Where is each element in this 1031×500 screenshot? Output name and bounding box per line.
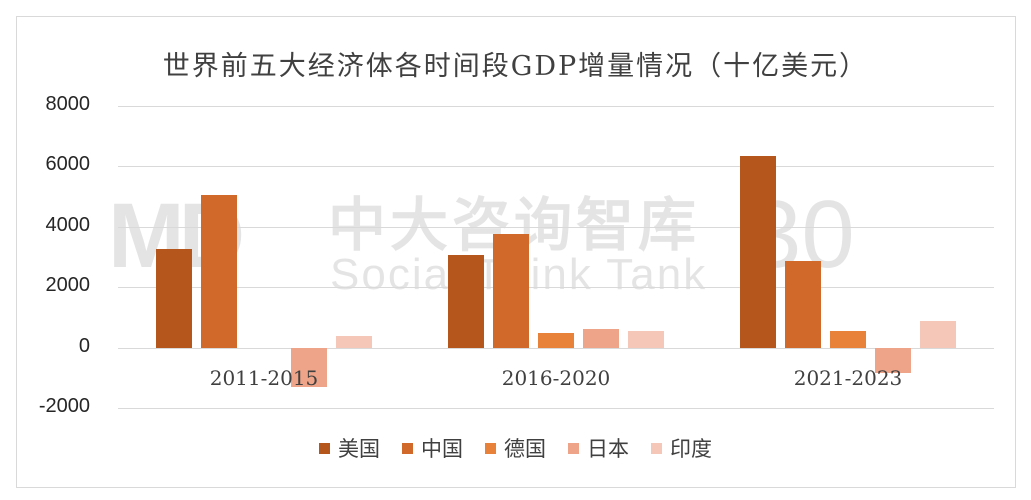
bar-2-3 (875, 347, 911, 374)
bar-1-2 (538, 332, 574, 348)
gridline (118, 347, 994, 349)
bar-0-3 (291, 347, 327, 387)
y-tick-label: 0 (78, 334, 90, 357)
bar-2-2 (830, 330, 866, 348)
legend: 美国 中国 德国 日本 印度 (0, 433, 1031, 463)
y-tick-label: 6000 (45, 153, 91, 176)
legend-label: 美国 (338, 437, 380, 461)
legend-swatch-icon (402, 442, 413, 454)
bar-0-4 (336, 335, 372, 348)
bar-2-4 (920, 321, 956, 348)
gridline (118, 226, 994, 228)
plot-area (118, 106, 994, 409)
legend-label: 印度 (670, 437, 712, 461)
gridline (118, 408, 994, 409)
bar-0-0 (156, 249, 192, 348)
chart-title: 世界前五大经济体各时间段GDP增量情况（十亿美元） (162, 51, 869, 82)
bar-2-1 (785, 260, 821, 348)
y-tick-label: -2000 (38, 395, 90, 417)
gridline (118, 166, 994, 168)
legend-swatch-icon (485, 442, 496, 454)
x-category-label: 2011-2015 (209, 365, 319, 390)
y-tick-label: 2000 (45, 274, 91, 297)
gridline (118, 106, 994, 107)
bar-2-0 (740, 155, 776, 348)
y-tick-label: 8000 (45, 93, 91, 115)
legend-swatch-icon (651, 442, 662, 454)
legend-label: 中国 (421, 437, 463, 461)
x-category-label: 2016-2020 (501, 365, 611, 390)
legend-item: 德国 (485, 433, 546, 463)
legend-item: 中国 (402, 433, 463, 463)
x-category-label: 2021-2023 (793, 365, 903, 390)
bar-1-3 (583, 329, 619, 348)
legend-label: 日本 (587, 437, 629, 461)
bar-1-4 (628, 330, 664, 348)
legend-item: 日本 (568, 433, 629, 463)
y-tick-label: 4000 (45, 213, 91, 236)
bar-1-1 (493, 234, 529, 348)
legend-item: 美国 (319, 433, 380, 463)
legend-swatch-icon (568, 442, 579, 454)
legend-label: 德国 (504, 437, 546, 461)
bar-1-0 (448, 255, 484, 348)
legend-item: 印度 (651, 433, 712, 463)
legend-swatch-icon (319, 442, 330, 454)
bar-0-1 (201, 195, 237, 348)
gridline (118, 287, 994, 289)
